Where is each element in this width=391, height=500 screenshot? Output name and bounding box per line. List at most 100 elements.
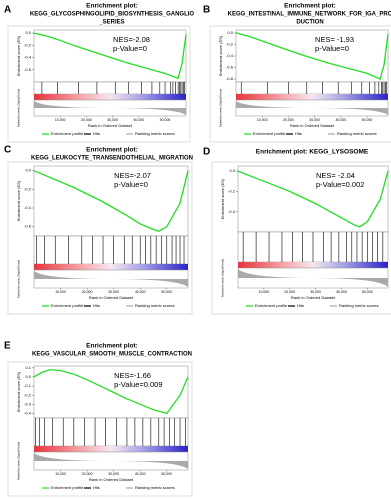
x-tick-label: 50,000 bbox=[161, 472, 172, 476]
color-bar bbox=[34, 446, 188, 452]
x-tick-label: 30,000 bbox=[107, 118, 118, 122]
x-tick-label: 10,000 bbox=[259, 290, 270, 294]
y-tick-label: -0.4 bbox=[228, 209, 236, 214]
color-bar bbox=[236, 94, 388, 100]
y-tick-label: -0.6 bbox=[24, 67, 32, 72]
plot-area bbox=[33, 165, 189, 237]
ranking-metric bbox=[34, 453, 188, 469]
ranking-metric bbox=[34, 271, 188, 287]
annotation: NES=-2.08 bbox=[113, 35, 150, 44]
y-tick-label: 0.0 bbox=[25, 168, 31, 173]
annotation: p-Value=0.009 bbox=[114, 380, 162, 389]
panel-frame bbox=[209, 25, 391, 143]
y-tick-label: -0.4 bbox=[226, 53, 234, 58]
color-bar bbox=[34, 94, 186, 100]
y-tick-label: -0.8 bbox=[226, 76, 234, 81]
panel-frame bbox=[7, 161, 193, 315]
x-tick-label: 10,000 bbox=[257, 118, 268, 122]
x-tick-label: 40,000 bbox=[133, 118, 144, 122]
legend-label: Hits bbox=[297, 303, 304, 308]
panel-frame bbox=[7, 361, 193, 497]
enrichment-line bbox=[33, 170, 189, 233]
chart-title: Enrichment plot: bbox=[284, 3, 336, 10]
y-tick-label: 0.0 bbox=[229, 168, 235, 173]
annotation: p-Value=0.002 bbox=[316, 180, 364, 189]
chart-title-line: KEGG_VASCULAR_SMOOTH_MUSCLE_CONTRACTION bbox=[32, 352, 192, 358]
y-tick-label: -0.3 bbox=[24, 401, 32, 406]
y2-axis-label: Ranked list metric (Signal2Noise) bbox=[17, 260, 21, 298]
y-tick-label: -0.2 bbox=[24, 392, 32, 397]
x-tick-label: 40,000 bbox=[335, 118, 346, 122]
panel-label: B bbox=[203, 5, 210, 16]
annotation: NES= -1.93 bbox=[315, 35, 354, 44]
legend-label: Ranking metric scores bbox=[339, 303, 379, 308]
panel-label: A bbox=[4, 5, 11, 16]
y-tick-label: -0.2 bbox=[228, 188, 236, 193]
x-tick-label: 20,000 bbox=[81, 118, 92, 122]
chart-title: Enrichment plot: bbox=[86, 147, 138, 154]
plot-area bbox=[33, 365, 189, 419]
x-tick-label: 20,000 bbox=[283, 118, 294, 122]
y2-axis-label: Ranked list metric (Signal2Noise) bbox=[17, 89, 21, 127]
annotation: NES=-1.66 bbox=[114, 371, 151, 380]
y-tick-label: 0.0 bbox=[25, 374, 31, 379]
y-tick-label: 0.0 bbox=[25, 30, 31, 35]
y-axis-label: Enrichment score (ES) bbox=[16, 35, 21, 76]
x-axis-label: Rank in Ordered Dataset bbox=[88, 123, 133, 128]
annotation: NES=-2.07 bbox=[114, 171, 151, 180]
plot-area bbox=[33, 29, 187, 83]
y-tick-label: -0.4 bbox=[24, 411, 32, 416]
legend-label: Enrichment profile bbox=[51, 131, 84, 136]
chart-title: Enrichment plot: KEGG_LYSOSOME bbox=[256, 149, 369, 156]
annotation: p-Value=0 bbox=[113, 44, 147, 53]
y-axis-label: Enrichment score (ES) bbox=[220, 178, 225, 219]
y-axis-label: Enrichment score (ES) bbox=[218, 35, 223, 76]
ranking-metric bbox=[34, 101, 186, 115]
chart-title-line: KEGG_GLYCOSPHINGOLIPID_BIOSYNTHESIS_GANG… bbox=[30, 12, 194, 18]
y-axis-label: Enrichment score (ES) bbox=[16, 371, 21, 412]
x-tick-label: 50,000 bbox=[362, 290, 373, 294]
chart-title-line: DUCTION bbox=[296, 20, 323, 26]
y-axis-label: Enrichment score (ES) bbox=[16, 180, 21, 221]
color-bar bbox=[238, 262, 388, 268]
enrichment-line bbox=[237, 170, 389, 228]
panel-label: E bbox=[4, 341, 11, 352]
legend-label: Enrichment profile bbox=[51, 303, 84, 308]
plot-area bbox=[237, 165, 389, 233]
ranking-metric bbox=[236, 101, 388, 115]
y2-axis-label: Ranked list metric (Signal2Noise) bbox=[219, 89, 223, 127]
x-tick-label: 20,000 bbox=[284, 290, 295, 294]
x-tick-label: 10,000 bbox=[55, 290, 66, 294]
x-tick-label: 20,000 bbox=[82, 290, 93, 294]
y-tick-label: -0.6 bbox=[24, 224, 32, 229]
chart-title-line: KEGG_LEUKOCYTE_TRANSENDOTHELIAL_MIGRATIO… bbox=[31, 156, 193, 162]
y-tick-label: 0.0 bbox=[227, 30, 233, 35]
legend-label: Hits bbox=[93, 485, 100, 490]
chart-title-line: _SERIES bbox=[98, 20, 124, 26]
y-tick-label: -0.4 bbox=[24, 55, 32, 60]
x-tick-label: 40,000 bbox=[135, 472, 146, 476]
legend-label: Hits bbox=[295, 131, 302, 136]
annotation: NES= -2.04 bbox=[316, 171, 355, 180]
color-bar bbox=[34, 264, 188, 270]
panel-label: D bbox=[203, 147, 210, 158]
x-axis-label: Rank in Ordered Dataset bbox=[89, 477, 134, 482]
y-tick-label: -0.4 bbox=[24, 205, 32, 210]
enrichment-line bbox=[33, 368, 189, 415]
y-tick-label: -0.2 bbox=[226, 42, 234, 47]
legend-label: Ranking metric scores bbox=[135, 485, 175, 490]
chart-title-line: KEGG_INTESTINAL_IMMUNE_NETWORK_FOR_IGA_P… bbox=[228, 12, 391, 18]
panel-frame bbox=[211, 161, 391, 315]
hits-band bbox=[33, 417, 189, 447]
legend-label: Hits bbox=[93, 303, 100, 308]
panel-frame bbox=[7, 25, 191, 143]
x-tick-label: 50,000 bbox=[362, 118, 373, 122]
x-tick-label: 30,000 bbox=[108, 290, 119, 294]
x-axis-label: Rank in Ordered Dataset bbox=[291, 295, 336, 300]
y-tick-label: -0.6 bbox=[226, 65, 234, 70]
legend-label: Hits bbox=[93, 131, 100, 136]
chart-title: Enrichment plot: bbox=[86, 343, 138, 350]
plot-area bbox=[235, 29, 389, 83]
x-tick-label: 30,000 bbox=[309, 118, 320, 122]
